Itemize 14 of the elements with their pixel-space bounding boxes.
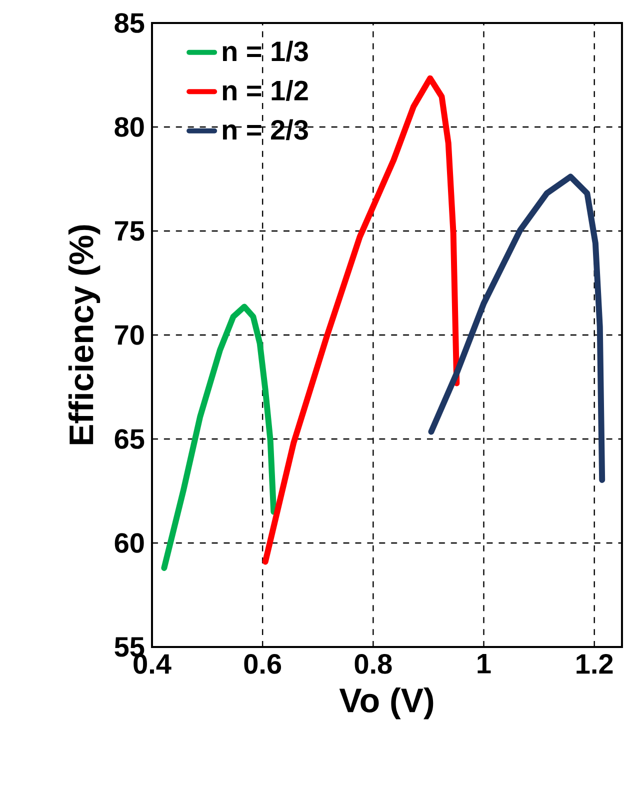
y-tick-label: 60 [114, 533, 144, 553]
y-tick-label: 70 [115, 325, 144, 345]
x-tick-label: 1.2 [576, 654, 613, 674]
y-tick-label: 80 [114, 117, 144, 137]
x-tick-label: 0.8 [354, 654, 392, 674]
x-tick-label: 0.6 [244, 654, 282, 674]
y-tick-label: 75 [115, 221, 144, 241]
y-tick-label: 85 [114, 13, 144, 33]
x-axis-title: Vo (V) [339, 688, 434, 720]
legend-label: n = 1/3 [222, 40, 308, 62]
legend-label: n = 1/2 [222, 80, 308, 101]
y-tick-label: 65 [114, 429, 144, 449]
y-axis-title: Efficiency (%) [68, 225, 100, 444]
x-tick-label: 1 [478, 654, 491, 674]
